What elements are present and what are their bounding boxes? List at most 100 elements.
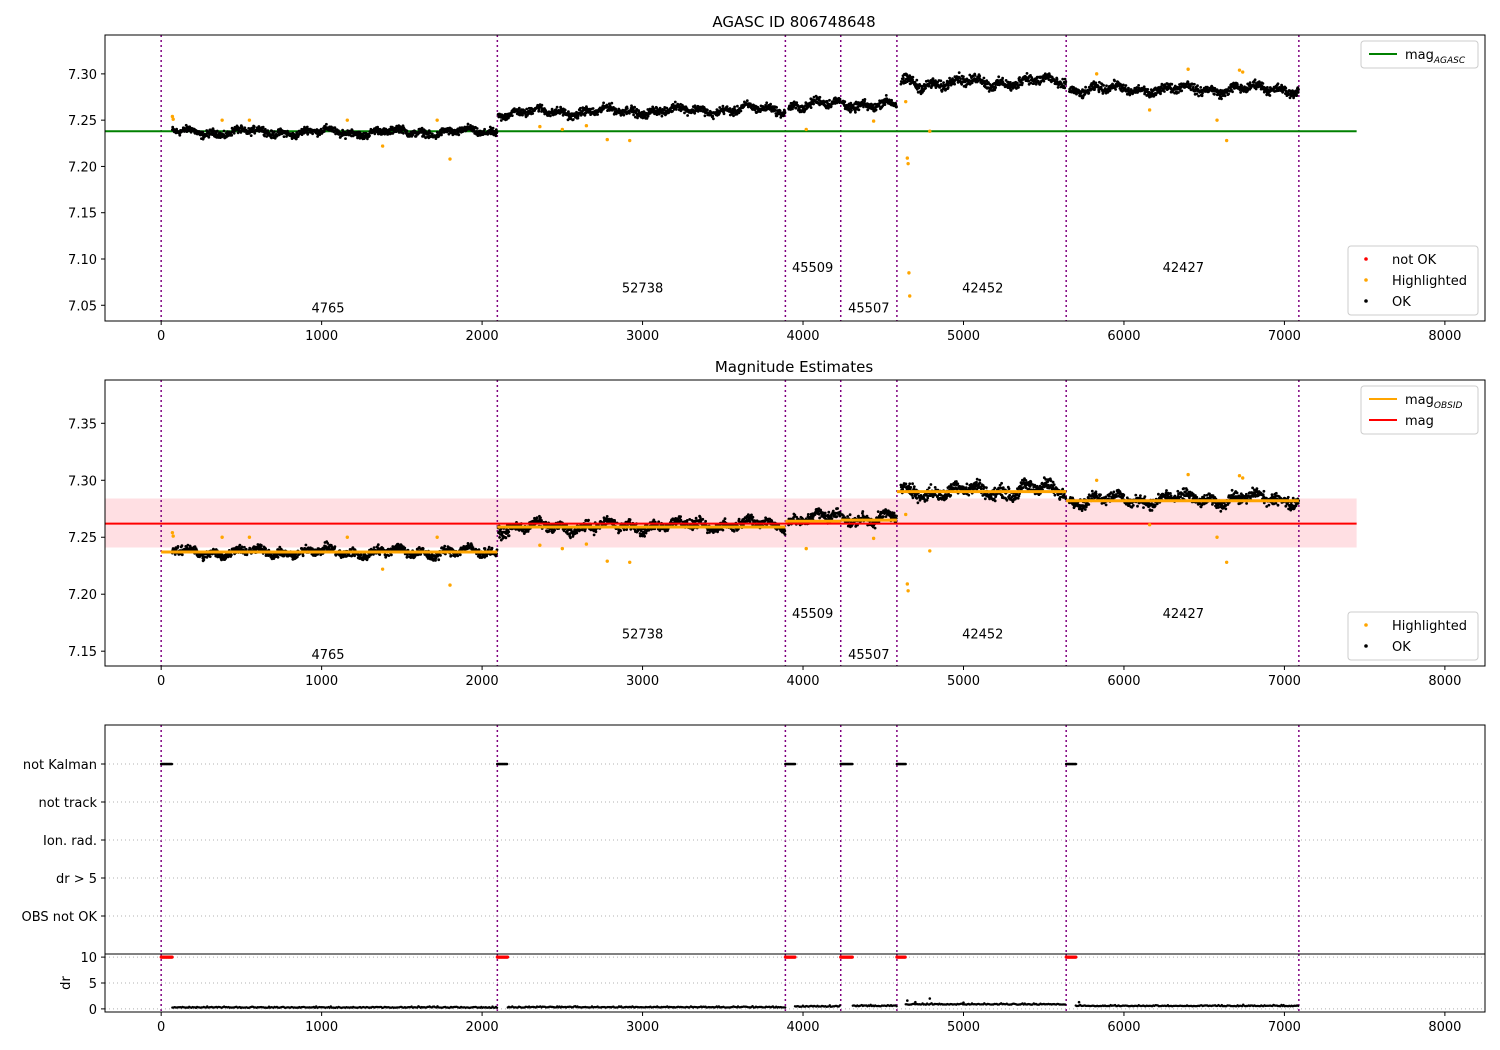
ok-point [305,125,309,129]
y-tick-label: 7.15 [68,207,97,222]
ok-point [440,133,443,137]
ok-point [945,82,949,85]
ok-point [1102,84,1105,87]
ok-point [775,114,779,118]
ok-point [491,126,495,130]
ok-point [1170,82,1174,86]
x-tick-label: 7000 [1268,329,1301,344]
ok-point [711,114,715,118]
ok-point [583,113,587,117]
ok-point [854,110,857,114]
highlighted-point [904,99,908,104]
legend-label: not OK [1392,253,1437,268]
ok-point [208,555,212,558]
ok-point [563,108,567,112]
ok-point [575,531,579,535]
x-tick-label: 6000 [1107,329,1140,344]
ok-point [435,130,439,134]
ok-point [1268,94,1272,97]
ok-point [403,546,407,550]
highlighted-point [448,157,452,161]
obsid-label: 45509 [792,261,833,276]
x-tick-label: 1000 [305,329,338,344]
ok-point [674,108,678,111]
ok-point [540,519,543,522]
ok-point [1056,86,1060,89]
ok-point [325,122,328,126]
ok-point [1196,84,1199,88]
ok-point [1122,83,1125,87]
ok-point [1276,82,1280,86]
ok-point [725,105,729,109]
ok-point [1027,77,1030,80]
ok-point [976,79,980,83]
ok-point [728,107,732,110]
ok-point [553,528,556,532]
ok-point [849,101,853,105]
ok-point [934,79,937,82]
ok-point [1200,94,1204,98]
ok-point [962,75,965,78]
ok-point [1137,84,1140,87]
ok-point [378,553,382,556]
ok-point [180,553,184,557]
ok-point [587,518,590,522]
ok-point [957,71,961,74]
ok-point [973,74,977,77]
ok-point [911,75,915,79]
ok-point [704,519,707,523]
ok-point [622,528,626,532]
ok-point [576,116,580,120]
ok-point [475,127,479,130]
highlighted-point [435,118,439,122]
highlighted-point [908,294,912,298]
ok-point [510,114,514,117]
y-tick-label: 7.20 [68,160,97,175]
highlighted-point [220,118,224,122]
ok-point [732,114,735,118]
ok-point [722,112,726,116]
ok-point [917,86,921,90]
ok-point [622,113,626,117]
ok-point [783,533,787,536]
ok-point [253,131,257,135]
ok-point [390,553,393,557]
ok-point [1027,79,1031,83]
x-tick-label: 0 [157,329,165,344]
ok-point [1087,91,1091,95]
ok-point [567,110,570,114]
ok-point [827,106,830,110]
highlighted-point [1224,138,1229,143]
x-tick-label: 8000 [1428,329,1461,344]
ok-point [652,107,656,111]
ok-point [596,113,599,116]
highlighted-point [605,137,609,142]
ok-point [579,113,583,117]
ok-point [240,125,244,129]
ok-point [579,106,582,110]
ok-point [180,544,184,548]
ok-point [643,534,646,538]
ok-point [494,134,498,138]
ok-point [1084,85,1087,89]
ok-point [1114,88,1117,91]
ok-point [252,125,256,129]
ok-point [1013,85,1017,88]
legend-label: Highlighted [1392,274,1467,289]
highlighted-point [1215,118,1219,122]
ok-point [942,81,945,84]
ok-point [733,105,736,109]
ok-point [1018,76,1021,79]
ok-point [991,85,995,89]
ok-point [499,119,503,122]
ok-point [306,131,310,135]
ok-point [927,84,931,88]
ok-point [631,107,635,111]
ok-point [685,519,689,522]
ok-point [874,108,878,112]
ok-point [812,95,816,99]
highlighted-point [560,127,565,132]
ok-point [1017,86,1020,89]
ok-point [1094,81,1098,85]
